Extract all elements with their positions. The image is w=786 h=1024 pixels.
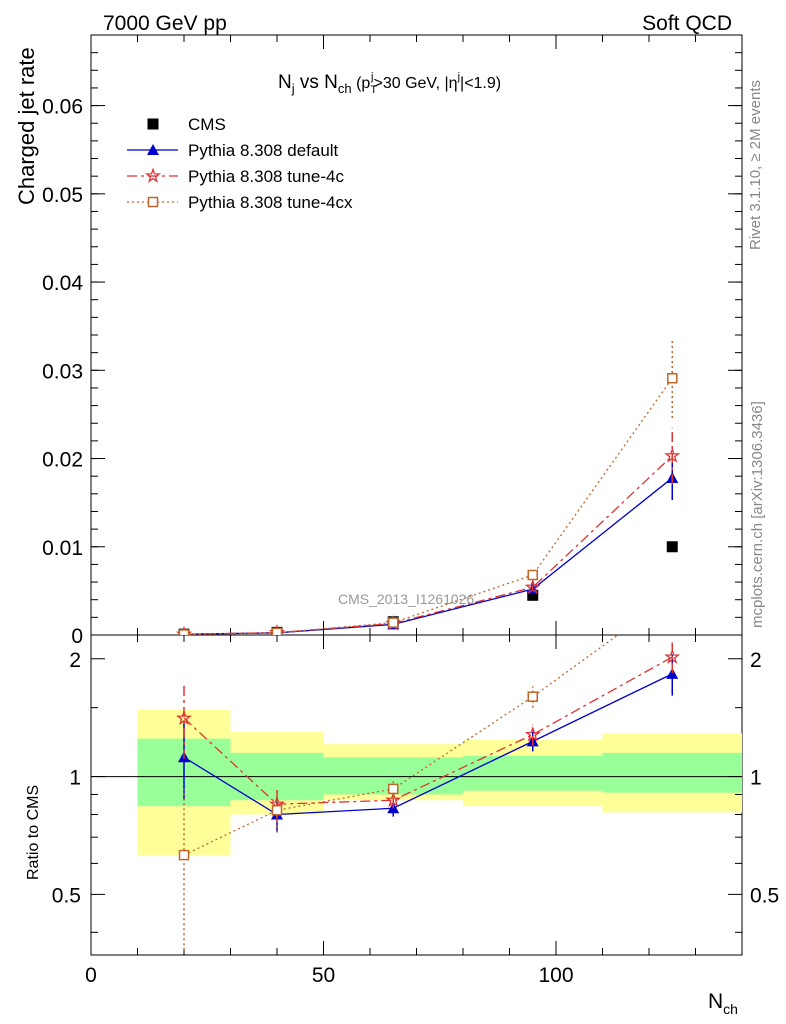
analysis-watermark: CMS_2013_I1261026 bbox=[338, 591, 474, 607]
series-0-point bbox=[527, 589, 539, 601]
series-2-ratio-point bbox=[385, 791, 402, 808]
band-inner-4 bbox=[602, 752, 742, 793]
y-tick-label: 0.04 bbox=[42, 272, 83, 295]
series-3-ratio-point bbox=[388, 783, 399, 795]
y-tick-label: 0.02 bbox=[42, 449, 83, 472]
y-tick-label: 0.06 bbox=[42, 96, 83, 119]
series-3-point bbox=[388, 617, 399, 628]
x-axis-label: Nch bbox=[708, 990, 738, 1017]
series-3-ratio-point bbox=[668, 591, 677, 600]
ratio-tick-label-right: 1 bbox=[750, 767, 762, 790]
header-right: Soft QCD bbox=[642, 12, 732, 35]
ratio-uncertainty-bands bbox=[91, 709, 742, 856]
series-3-point bbox=[667, 372, 678, 384]
y-tick-label: 0.05 bbox=[42, 184, 83, 207]
y-axis-label: Charged jet rate bbox=[14, 47, 39, 205]
header-left: 7000 GeV pp bbox=[103, 12, 227, 35]
ratio-tick-label: 0.5 bbox=[52, 884, 81, 907]
main-series-marks bbox=[175, 338, 681, 635]
ratio-tick-label-right: 0.5 bbox=[750, 884, 779, 907]
ratio-tick-label: 1 bbox=[69, 767, 81, 790]
series-2-ratio-point bbox=[175, 709, 193, 725]
legend-marker-2 bbox=[144, 167, 162, 183]
series-0-point bbox=[666, 541, 678, 553]
y-tick-label: 0.03 bbox=[42, 360, 83, 383]
ratio-tick-label: 2 bbox=[69, 649, 81, 672]
series-2-point bbox=[524, 578, 541, 595]
legend: CMS Pythia 8.308 default Pythia 8.308 tune… bbox=[127, 115, 353, 212]
chart-title: Nj vs Nch (pTj>30 GeV, |ηj|<1.9) bbox=[278, 71, 501, 96]
ratio-series-marks bbox=[175, 591, 681, 951]
series-3-point bbox=[527, 569, 538, 581]
legend-marker-1 bbox=[147, 144, 159, 155]
side-label-mcplots: mcplots.cern.ch [arXiv:1306.3436] bbox=[749, 401, 766, 628]
y-tick-label: 0.01 bbox=[42, 537, 83, 560]
series-3-point bbox=[271, 627, 283, 635]
series-3-point bbox=[178, 629, 190, 635]
legend-label-1: Pythia 8.308 default bbox=[188, 141, 339, 160]
series-2-ratio-point bbox=[664, 648, 681, 664]
y-tick-label: 0 bbox=[71, 625, 83, 648]
series-2-ratio-line bbox=[183, 656, 673, 805]
series-2-ratio-point bbox=[524, 726, 541, 742]
side-label-rivet: Rivet 3.1.10, ≥ 2M events bbox=[747, 80, 764, 250]
legend-marker-3 bbox=[147, 196, 159, 208]
ratio-y-axis-label: Ratio to CMS bbox=[25, 785, 42, 880]
series-2-point bbox=[664, 447, 681, 463]
x-tick-label: 0 bbox=[85, 964, 97, 987]
legend-label-0: CMS bbox=[188, 115, 226, 134]
series-3-ratio-point bbox=[271, 805, 283, 816]
band-inner-3 bbox=[463, 755, 603, 791]
legend-label-2: Pythia 8.308 tune-4c bbox=[188, 167, 344, 186]
x-tick-label: 100 bbox=[538, 964, 573, 987]
series-3-ratio-point bbox=[178, 849, 190, 861]
legend-marker-0 bbox=[147, 118, 159, 130]
series-3-ratio-point bbox=[527, 691, 538, 702]
series-1-ratio-point bbox=[666, 667, 679, 679]
legend-label-3: Pythia 8.308 tune-4cx bbox=[188, 193, 353, 212]
ratio-tick-label-right: 2 bbox=[750, 649, 762, 672]
x-tick-label: 50 bbox=[312, 964, 335, 987]
